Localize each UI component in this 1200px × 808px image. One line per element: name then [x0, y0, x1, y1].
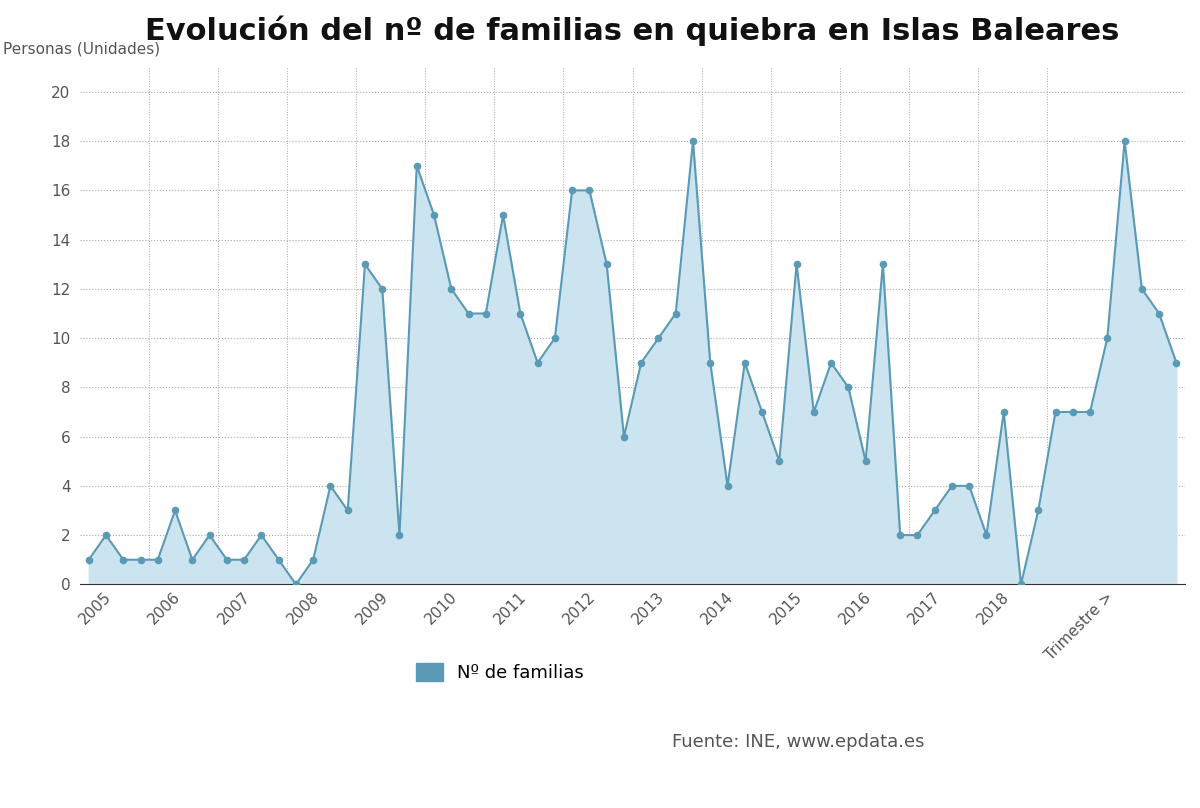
Point: [200, 528, 220, 541]
Point: [545, 331, 564, 344]
Point: [925, 504, 944, 517]
Point: [96, 528, 115, 541]
Point: [580, 184, 599, 197]
Point: [718, 479, 737, 492]
Point: [1150, 307, 1169, 320]
Point: [407, 159, 426, 172]
Point: [355, 258, 374, 271]
Point: [942, 479, 961, 492]
Point: [856, 455, 875, 468]
Legend: Nº de familias: Nº de familias: [409, 655, 592, 689]
Point: [182, 553, 202, 566]
Point: [736, 356, 755, 369]
Point: [252, 528, 271, 541]
Point: [79, 553, 98, 566]
Point: [1012, 578, 1031, 591]
Title: Evolución del nº de familias en quiebra en Islas Baleares: Evolución del nº de familias en quiebra …: [145, 15, 1120, 45]
Point: [701, 356, 720, 369]
Point: [683, 135, 702, 148]
Point: [287, 578, 306, 591]
Point: [511, 307, 530, 320]
Point: [631, 356, 650, 369]
Point: [269, 553, 288, 566]
Point: [1080, 406, 1099, 419]
Point: [752, 406, 772, 419]
Point: [442, 283, 461, 296]
Point: [338, 504, 358, 517]
Point: [839, 381, 858, 393]
Point: [114, 553, 133, 566]
Point: [528, 356, 547, 369]
Point: [822, 356, 841, 369]
Point: [960, 479, 979, 492]
Point: [563, 184, 582, 197]
Point: [458, 307, 478, 320]
Point: [1115, 135, 1134, 148]
Point: [1098, 331, 1117, 344]
Point: [1046, 406, 1066, 419]
Point: [1166, 356, 1186, 369]
Point: [131, 553, 150, 566]
Point: [148, 553, 167, 566]
Point: [373, 283, 392, 296]
Point: [476, 307, 496, 320]
Text: Fuente: INE, www.epdata.es: Fuente: INE, www.epdata.es: [672, 733, 924, 751]
Point: [908, 528, 928, 541]
Point: [804, 406, 823, 419]
Point: [390, 528, 409, 541]
Point: [598, 258, 617, 271]
Point: [787, 258, 806, 271]
Point: [614, 430, 634, 443]
Point: [1028, 504, 1048, 517]
Point: [1133, 283, 1152, 296]
Point: [666, 307, 685, 320]
Point: [649, 331, 668, 344]
Point: [769, 455, 788, 468]
Point: [304, 553, 323, 566]
Point: [217, 553, 236, 566]
Point: [874, 258, 893, 271]
Point: [890, 528, 910, 541]
Point: [493, 208, 512, 221]
Point: [166, 504, 185, 517]
Point: [320, 479, 340, 492]
Point: [994, 406, 1013, 419]
Point: [234, 553, 253, 566]
Point: [977, 528, 996, 541]
Point: [1063, 406, 1082, 419]
Text: Personas (Unidades): Personas (Unidades): [2, 42, 160, 57]
Point: [425, 208, 444, 221]
